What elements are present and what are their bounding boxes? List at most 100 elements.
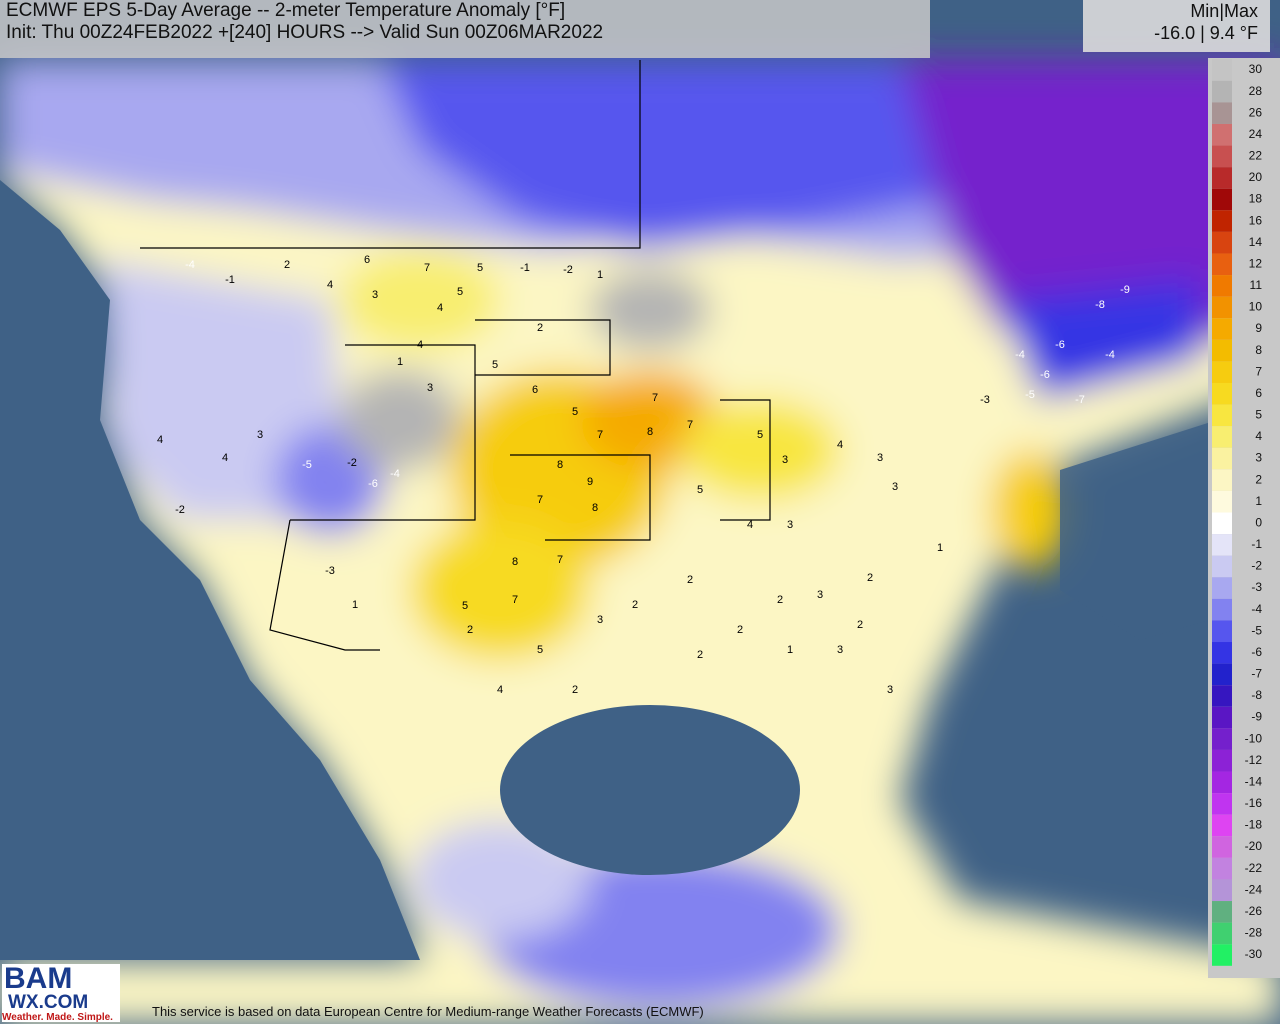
pacific: [0, 180, 420, 960]
colorbar-label: 5: [1255, 408, 1262, 422]
station-value: 3: [597, 614, 603, 626]
minmax-value: -16.0 | 9.4 °F: [1154, 23, 1258, 43]
station-value: 8: [512, 556, 518, 568]
colorbar-swatch: [1212, 145, 1232, 168]
station-value: 4: [747, 519, 753, 531]
colorbar-label: 12: [1249, 256, 1263, 270]
station-value: 4: [222, 452, 228, 464]
station-value: 2: [632, 599, 638, 611]
station-value: 6: [364, 254, 370, 266]
colorbar-swatch: [1212, 318, 1232, 340]
colorbar-swatch: [1212, 275, 1232, 297]
station-value: 2: [737, 624, 743, 636]
station-value: -6: [1055, 339, 1065, 351]
colorbar-swatch: [1212, 577, 1232, 599]
station-value: 1: [937, 542, 943, 554]
station-value: 3: [787, 519, 793, 531]
station-value: 5: [697, 484, 703, 496]
station-value: -3: [980, 394, 990, 406]
station-value: 3: [782, 454, 788, 466]
colorbar-swatch: [1212, 490, 1232, 513]
colorbar-label: 16: [1249, 213, 1263, 227]
colorbar-swatch: [1212, 771, 1232, 794]
anomaly-field: [0, 60, 1280, 1024]
colorbar-label: -12: [1245, 753, 1263, 767]
station-value: 4: [497, 684, 503, 696]
colorbar-swatch: [1212, 296, 1232, 319]
colorbar-label: -20: [1245, 839, 1263, 853]
station-value: -8: [1095, 299, 1105, 311]
minmax-label: Min|Max: [1190, 1, 1258, 21]
station-value: 8: [592, 502, 598, 514]
station-value: 5: [537, 644, 543, 656]
station-value: 1: [787, 644, 793, 656]
station-value: -2: [347, 457, 357, 469]
colorbar-label: 0: [1255, 515, 1262, 529]
colorbar-swatch: [1212, 814, 1232, 837]
colorbar-label: 18: [1249, 192, 1263, 206]
station-value: -4: [185, 259, 195, 271]
station-value: 3: [837, 644, 843, 656]
station-value: 5: [457, 286, 463, 298]
colorbar-label: 10: [1249, 300, 1263, 314]
colorbar-swatch: [1212, 749, 1232, 772]
colorbar-label: 20: [1249, 170, 1263, 184]
station-value: -2: [175, 504, 185, 516]
station-value: 6: [532, 384, 538, 396]
station-value: 5: [477, 262, 483, 274]
colorbar-swatch: [1212, 469, 1232, 491]
colorbar-swatch: [1212, 382, 1232, 405]
station-value: 7: [687, 419, 693, 431]
colorbar-label: -4: [1251, 602, 1262, 616]
station-value: 7: [597, 429, 603, 441]
colorbar-swatch: [1212, 598, 1232, 621]
colorbar-swatch: [1212, 253, 1232, 276]
header: ECMWF EPS 5-Day Average -- 2-meter Tempe…: [0, 0, 930, 58]
colorbar-label: -6: [1251, 645, 1262, 659]
colorbar-label: -18: [1245, 818, 1263, 832]
colorbar-swatch: [1212, 706, 1232, 729]
station-value: 3: [257, 429, 263, 441]
colorbar-label: -9: [1251, 710, 1262, 724]
colorbar-swatch: [1212, 167, 1232, 189]
station-value: 9: [587, 476, 593, 488]
colorbar-label: 24: [1249, 127, 1263, 141]
minmax: Min|Max -16.0 | 9.4 °F: [1083, 0, 1270, 52]
colorbar-label: -30: [1245, 947, 1263, 961]
colorbar-swatch: [1212, 231, 1232, 254]
station-value: 4: [327, 279, 333, 291]
colorbar-label: 6: [1255, 386, 1262, 400]
station-value: 7: [424, 262, 430, 274]
station-value: -6: [1040, 369, 1050, 381]
station-value: 4: [417, 339, 423, 351]
colorbar-label: -14: [1245, 774, 1263, 788]
station-value: -2: [563, 264, 573, 276]
colorbar-label: -5: [1251, 623, 1262, 637]
colorbar-label: -10: [1245, 731, 1263, 745]
station-value: 3: [817, 589, 823, 601]
colorbar-label: 3: [1255, 451, 1262, 465]
colorbar-label: 7: [1255, 364, 1262, 378]
colorbar-swatch: [1212, 620, 1232, 643]
station-value: 5: [462, 600, 468, 612]
colorbar-label: -1: [1251, 537, 1262, 551]
colorbar-swatch: [1212, 102, 1232, 124]
station-value: -7: [1075, 394, 1085, 406]
colorbar-label: 11: [1250, 278, 1263, 292]
colorbar-label: 4: [1255, 429, 1262, 443]
colorbar-label: 1: [1255, 494, 1262, 508]
station-value: 2: [537, 322, 543, 334]
colorbar-swatch: [1212, 728, 1232, 750]
station-value: 2: [687, 574, 693, 586]
station-value: 3: [887, 684, 893, 696]
station-value: 3: [427, 382, 433, 394]
logo-middle: WX.COM: [8, 992, 89, 1013]
colorbar-swatch: [1212, 663, 1232, 686]
colorbar-swatch: [1212, 80, 1232, 103]
station-value: 2: [467, 624, 473, 636]
colorbar-label: -2: [1251, 559, 1262, 573]
colorbar-label: -7: [1251, 667, 1262, 681]
station-value: 4: [157, 434, 163, 446]
station-value: 3: [372, 289, 378, 301]
colorbar-swatch: [1212, 793, 1232, 815]
